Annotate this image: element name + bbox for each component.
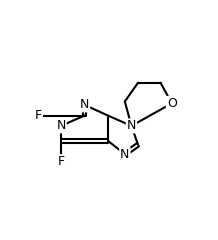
Text: F: F — [35, 109, 42, 122]
Text: N: N — [127, 119, 136, 132]
Text: N: N — [80, 98, 89, 111]
Text: N: N — [120, 148, 129, 161]
Text: F: F — [58, 155, 65, 168]
Text: O: O — [167, 97, 177, 110]
Text: N: N — [56, 119, 66, 132]
